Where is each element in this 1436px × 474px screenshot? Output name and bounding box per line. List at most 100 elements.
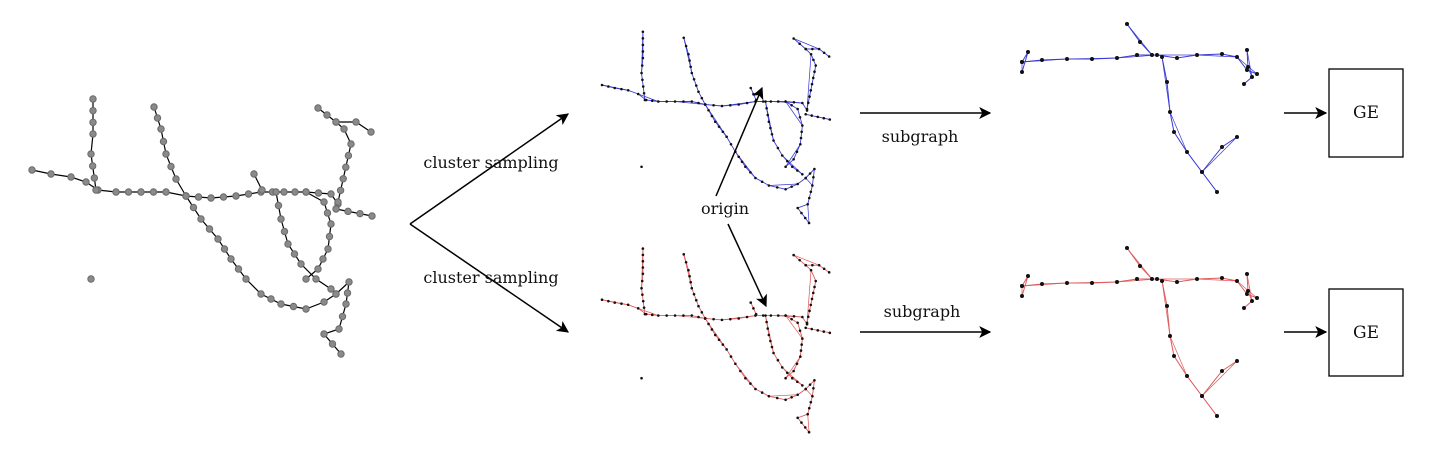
graph-node xyxy=(811,394,814,398)
graph-node xyxy=(334,198,342,206)
graph-edge xyxy=(90,99,97,191)
graph-node xyxy=(811,47,814,51)
graph-node xyxy=(302,305,310,313)
graph-node xyxy=(88,162,97,170)
graph-node xyxy=(809,89,813,92)
graph-node xyxy=(220,245,229,253)
graph-node xyxy=(356,209,364,218)
graph-node xyxy=(182,192,190,200)
origin-label: origin xyxy=(701,199,749,218)
graph-node xyxy=(267,295,275,303)
graph-node xyxy=(314,265,322,273)
subgraph-node xyxy=(1245,272,1249,276)
graph-node xyxy=(194,193,203,201)
graph-node xyxy=(822,267,826,271)
graph-node xyxy=(813,70,816,74)
graph-node xyxy=(323,209,332,217)
graph-node xyxy=(332,205,340,213)
graph-node xyxy=(641,293,644,296)
ge-label-bottom: GE xyxy=(1353,323,1379,343)
graph-edge xyxy=(683,254,706,319)
graph-node xyxy=(752,307,755,310)
subgraph-label-top: subgraph xyxy=(882,127,959,146)
graph-node xyxy=(290,250,299,258)
graph-node xyxy=(700,96,704,100)
graph-node xyxy=(791,165,794,169)
graph-node xyxy=(790,103,793,107)
subgraph-node xyxy=(1165,80,1169,84)
graph-node xyxy=(641,56,645,60)
ge-label-top: GE xyxy=(1353,103,1379,123)
graph-node xyxy=(814,64,818,67)
subgraph-node xyxy=(1255,296,1259,300)
subgraph-node xyxy=(1195,53,1199,57)
graph-node xyxy=(822,330,826,333)
graph-node xyxy=(796,380,799,384)
subgraph-edge xyxy=(1021,277,1258,299)
graph-node xyxy=(697,315,700,319)
graph-node xyxy=(641,266,645,269)
graph-node xyxy=(277,300,285,308)
subgraph-node xyxy=(1165,304,1169,308)
graph-node xyxy=(626,88,630,92)
graph-node xyxy=(806,202,810,206)
subgraph-edge xyxy=(1161,56,1171,113)
graph-node xyxy=(796,416,799,420)
graph-node xyxy=(752,92,755,96)
graph-node xyxy=(809,52,813,56)
graph-node xyxy=(214,235,222,243)
graph-node xyxy=(312,275,320,283)
subgraph-node xyxy=(1138,40,1142,44)
graph-node xyxy=(344,151,353,160)
graph-node xyxy=(807,196,811,200)
graph-node xyxy=(712,317,715,321)
graph-node xyxy=(697,90,700,94)
subgraph-node xyxy=(1175,280,1179,284)
graph-node xyxy=(720,104,724,108)
graph-node xyxy=(274,201,283,210)
cluster-sampling-label-top: cluster sampling xyxy=(423,153,558,172)
graph-node xyxy=(690,71,694,75)
graph-edge xyxy=(768,183,798,186)
graph-node xyxy=(796,206,799,210)
graph-node xyxy=(800,211,803,215)
subgraph-node xyxy=(1242,82,1246,86)
graph-edge xyxy=(807,414,810,433)
subgraph-edge xyxy=(1161,56,1218,193)
origin-arrow-top xyxy=(715,86,764,197)
subgraph-node xyxy=(1235,279,1239,283)
graph-node xyxy=(347,140,355,148)
subgraph-edge xyxy=(1243,273,1253,309)
subgraph-node xyxy=(1245,48,1249,52)
subgraph-edge xyxy=(1169,111,1188,153)
graph-node xyxy=(792,253,795,257)
graph-node xyxy=(769,126,772,130)
graph-node xyxy=(159,137,168,146)
graph-node xyxy=(765,106,768,110)
graph-node xyxy=(776,314,780,317)
graph-node xyxy=(775,396,779,400)
graph-node xyxy=(767,333,771,337)
subgraph-edge xyxy=(1126,23,1153,56)
graph-node xyxy=(641,253,645,257)
graph-node xyxy=(205,225,214,233)
graph-edge xyxy=(796,167,816,224)
graph-node xyxy=(687,268,690,272)
graph-node xyxy=(280,188,288,196)
subgraph-node xyxy=(1090,281,1094,285)
graph-node xyxy=(636,92,640,96)
graph-node xyxy=(641,78,644,82)
graph-node xyxy=(812,58,815,62)
subgraph-edge xyxy=(1201,360,1238,397)
graph-node xyxy=(342,163,350,171)
graph-node xyxy=(89,95,97,103)
graph-node xyxy=(337,350,345,358)
graph-node xyxy=(336,186,345,195)
graph-edge xyxy=(785,101,803,168)
subgraph-node xyxy=(1026,274,1030,278)
graph-node xyxy=(607,299,610,303)
graph-node xyxy=(799,136,803,140)
graph-node xyxy=(89,106,97,115)
graph-node xyxy=(712,103,715,107)
graph-edge xyxy=(806,270,812,323)
